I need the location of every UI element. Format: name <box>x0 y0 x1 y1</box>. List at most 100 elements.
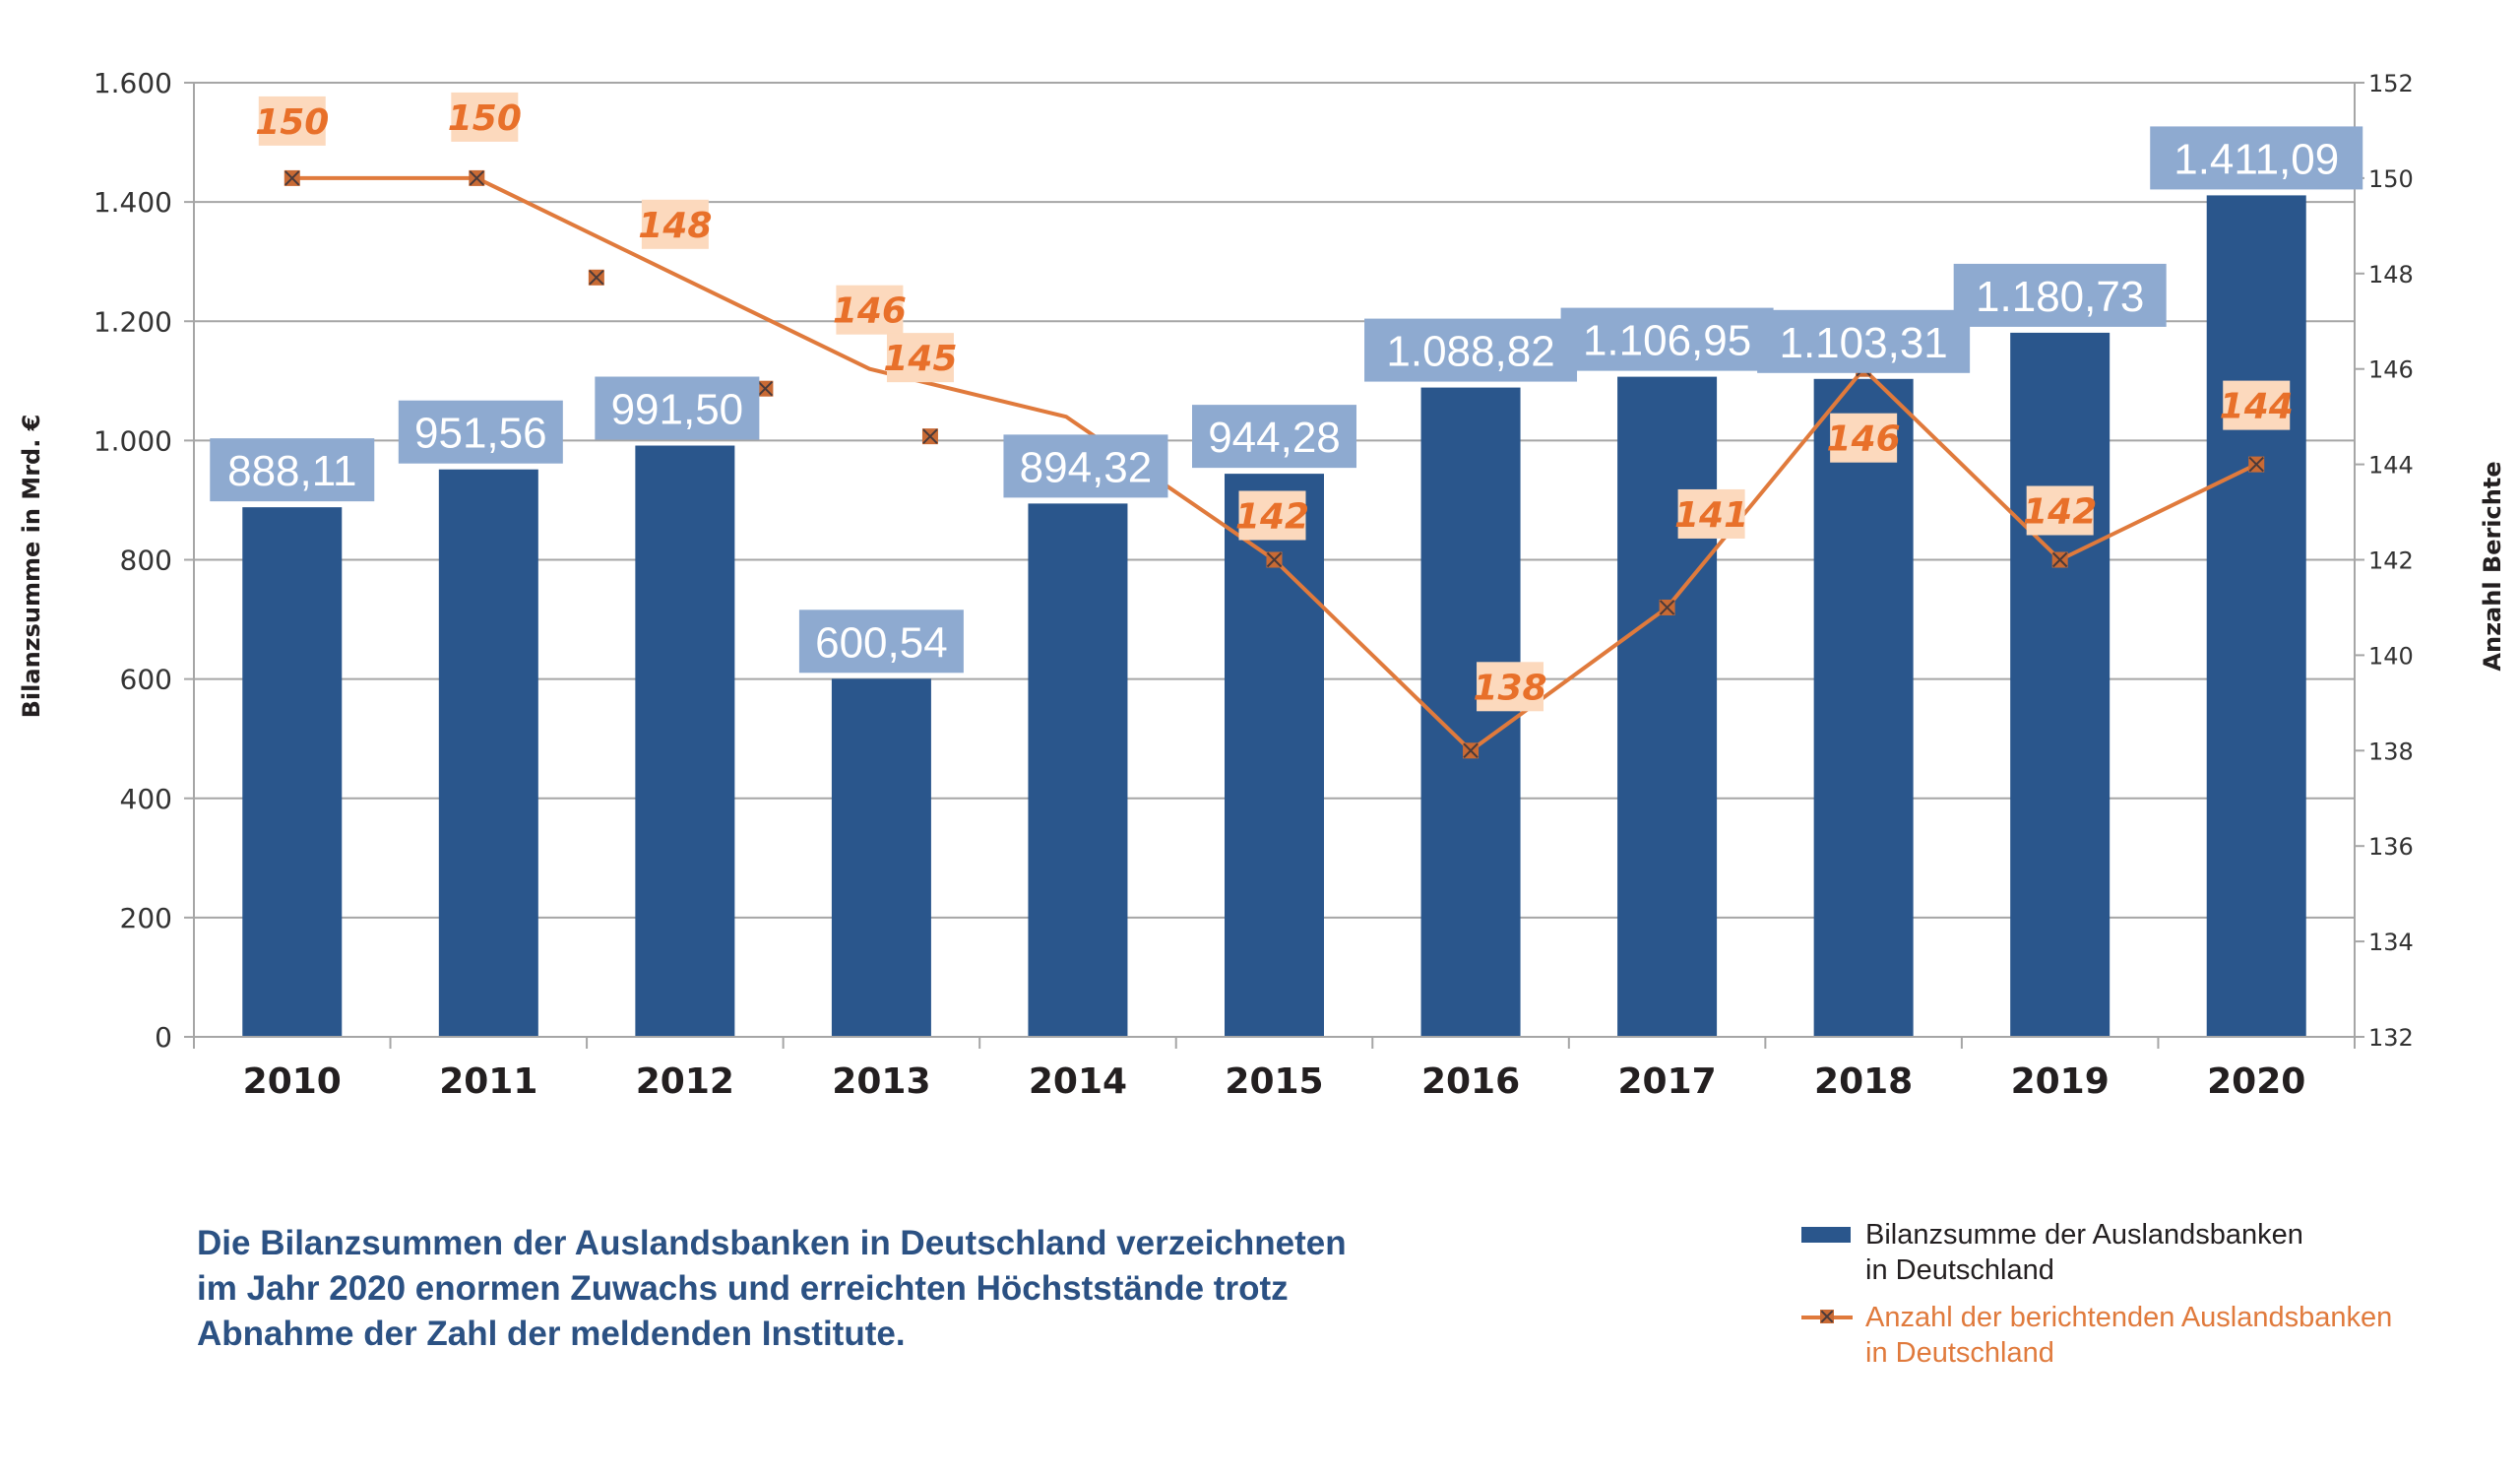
bar-label-bg <box>1192 405 1356 469</box>
line-data-label: 150 <box>255 102 329 143</box>
x-tick-label: 2020 <box>2207 1061 2305 1102</box>
line-marker <box>469 169 485 186</box>
line-marker <box>1266 551 1283 568</box>
line-data-label: 145 <box>883 339 957 379</box>
line-label-bg <box>641 199 709 249</box>
bar-data-label: 1.088,82 <box>1386 328 1554 376</box>
bar <box>635 445 735 1037</box>
bar <box>1028 503 1128 1037</box>
y-tick-label-right: 146 <box>2368 356 2414 384</box>
y-tick-label-right: 148 <box>2368 261 2414 289</box>
line-label-bg <box>1238 490 1306 541</box>
y-tick-label-right: 152 <box>2368 70 2414 97</box>
caption-line: Die Bilanzsummen der Auslandsbanken in D… <box>197 1224 1347 1262</box>
x-tick-label: 2019 <box>2011 1061 2110 1102</box>
bar-data-label: 888,11 <box>227 447 356 495</box>
bar-label-bg <box>1364 318 1578 382</box>
line-data-label: 144 <box>2220 387 2294 427</box>
line-marker <box>757 380 774 397</box>
bar <box>831 678 931 1037</box>
x-tick-label: 2016 <box>1421 1061 1520 1102</box>
y-tick-label-left: 0 <box>155 1021 172 1054</box>
line-label-bg <box>1477 662 1544 712</box>
marker-x <box>2248 456 2264 473</box>
x-tick-label: 2017 <box>1617 1061 1716 1102</box>
bar-label-bg <box>1003 434 1168 498</box>
y-tick-label-left: 200 <box>120 902 172 934</box>
x-tick-label: 2012 <box>636 1061 734 1102</box>
bar-data-label: 600,54 <box>815 618 948 667</box>
y-tick-label-left: 400 <box>120 783 172 815</box>
line-marker <box>284 169 300 186</box>
line-marker <box>921 428 938 445</box>
bar-label-bg <box>1560 307 1774 371</box>
marker-x <box>1659 600 1675 615</box>
y-tick-label-left: 1.400 <box>94 186 172 219</box>
bar <box>2010 332 2110 1037</box>
bar-data-label: 944,28 <box>1208 414 1341 462</box>
bar-series <box>242 195 2306 1038</box>
x-tick-label: 2014 <box>1029 1061 1127 1102</box>
line-data-label: 142 <box>1235 497 1309 538</box>
line-data-label: 138 <box>1473 668 1546 708</box>
axes: 0 200 400 600 800 1.000 1.200 1.400 1.600 132 134 1… <box>94 67 2414 1102</box>
x-tick-label: 2013 <box>832 1061 930 1102</box>
line-label-bg <box>451 92 519 142</box>
y-tick-label-right: 140 <box>2368 642 2414 670</box>
bar-data-label: 1.106,95 <box>1583 317 1751 365</box>
line-label-bg <box>2223 380 2291 430</box>
line-label-bg <box>258 96 326 146</box>
y-tick-label-right: 138 <box>2368 738 2414 765</box>
line-data-label: 141 <box>1674 495 1748 536</box>
marker-x <box>589 270 604 286</box>
line-data-label: 142 <box>2023 492 2097 533</box>
line-marker <box>1463 742 1480 759</box>
y-axis-title-left: Bilanzsumme in Mrd. € <box>18 415 45 719</box>
marker-x <box>1463 742 1479 759</box>
caption-line: im Jahr 2020 enormen Zuwachs und erreich… <box>197 1269 1289 1308</box>
legend-label: Bilanzsumme der Auslandsbanken <box>1865 1219 2303 1251</box>
bar <box>438 469 538 1037</box>
bar <box>2206 195 2306 1037</box>
y-tick-label-left: 600 <box>120 664 172 696</box>
legend-item-bar: Bilanzsumme der Auslandsbanken in Deutsc… <box>1801 1217 2490 1288</box>
marker-x <box>922 428 938 444</box>
line-data-label: 146 <box>833 291 907 332</box>
line-label-bg <box>836 285 904 335</box>
bar-data-label: 1.103,31 <box>1779 319 1947 367</box>
marker-x <box>1266 551 1283 568</box>
chart-caption: Die Bilanzsummen der Auslandsbanken in D… <box>197 1221 1477 1357</box>
bar-label-bg <box>2150 126 2363 190</box>
bar-label-bg <box>1757 309 1971 373</box>
data-labels: 888,11 951,56 991,50 600,54 894,32 944,28 1.08… <box>210 92 2363 712</box>
y-tick-label-right: 134 <box>2368 929 2414 956</box>
x-tick-label: 2011 <box>439 1061 537 1102</box>
x-tick-label: 2018 <box>1814 1061 1913 1102</box>
marker-x <box>284 170 300 186</box>
y-tick-label-left: 1.200 <box>94 305 172 338</box>
y-tick-label-left: 1.600 <box>94 67 172 99</box>
line-label-bg <box>1677 488 1745 539</box>
y-axis-title-right: Anzahl Berichte <box>2479 461 2506 671</box>
marker-x <box>469 170 485 186</box>
legend-label: in Deutschland <box>1865 1337 2054 1369</box>
bar-data-label: 991,50 <box>611 386 744 434</box>
line-marker <box>2248 456 2265 473</box>
legend-label: in Deutschland <box>1865 1254 2054 1286</box>
bar-label-bg <box>398 400 563 464</box>
bar <box>1617 376 1718 1037</box>
bar <box>242 507 343 1037</box>
legend-swatch-bar <box>1801 1217 1865 1252</box>
line-label-bg <box>886 333 954 383</box>
line-data-label: 146 <box>1827 419 1901 460</box>
bar-label-bg <box>595 376 760 440</box>
y-tick-label-right: 150 <box>2368 165 2414 193</box>
line-label-bg <box>2026 485 2094 536</box>
legend-item-line: Anzahl der berichtenden Auslandsbanken i… <box>1801 1300 2490 1371</box>
x-marker-icon <box>1820 1310 1834 1323</box>
y-tick-label-left: 1.000 <box>94 424 172 457</box>
bar-label-bg <box>798 610 964 674</box>
x-tick-label: 2010 <box>243 1061 342 1102</box>
marker-x <box>2051 551 2068 568</box>
